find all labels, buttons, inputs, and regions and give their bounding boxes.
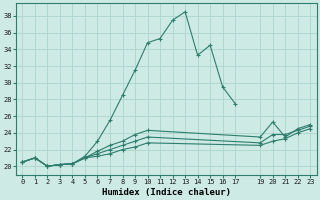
X-axis label: Humidex (Indice chaleur): Humidex (Indice chaleur) bbox=[102, 188, 231, 197]
